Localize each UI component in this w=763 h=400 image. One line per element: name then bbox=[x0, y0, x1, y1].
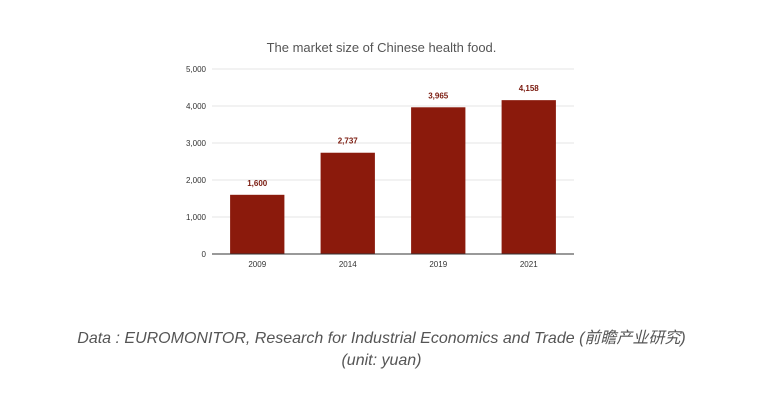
y-tick-label: 5,000 bbox=[186, 65, 207, 74]
y-axis-tick-labels: 0 1,000 2,000 3,000 4,000 5,000 bbox=[186, 65, 207, 259]
unit-caption: (unit: yuan) bbox=[341, 352, 422, 369]
source-caption: Data : EUROMONITOR, Research for Industr… bbox=[77, 330, 686, 347]
data-label-2009: 1,600 bbox=[247, 179, 268, 188]
data-labels: 1,600 2,737 3,965 4,158 bbox=[247, 84, 539, 188]
x-tick-label-2009: 2009 bbox=[248, 260, 266, 269]
y-tick-label: 1,000 bbox=[186, 213, 207, 222]
bar-2014 bbox=[320, 152, 375, 254]
data-label-2021: 4,158 bbox=[519, 84, 540, 93]
y-tick-label: 0 bbox=[202, 250, 207, 259]
bar-2021 bbox=[501, 100, 556, 255]
chart-title: The market size of Chinese health food. bbox=[267, 40, 497, 55]
y-tick-label: 3,000 bbox=[186, 139, 207, 148]
y-tick-label: 4,000 bbox=[186, 102, 207, 111]
y-tick-label: 2,000 bbox=[186, 176, 207, 185]
chart-container: The market size of Chinese health food. … bbox=[186, 40, 574, 269]
bar-chart: The market size of Chinese health food. … bbox=[186, 40, 574, 269]
x-tick-label-2019: 2019 bbox=[429, 260, 447, 269]
data-label-2019: 3,965 bbox=[428, 91, 449, 100]
x-tick-label-2021: 2021 bbox=[520, 260, 538, 269]
bar-2019 bbox=[411, 107, 466, 254]
x-tick-label-2014: 2014 bbox=[339, 260, 357, 269]
bar-2009 bbox=[230, 194, 285, 254]
x-axis-tick-labels: 2009 2014 2019 2021 bbox=[248, 260, 538, 269]
data-label-2014: 2,737 bbox=[338, 137, 359, 146]
bars bbox=[230, 100, 556, 255]
